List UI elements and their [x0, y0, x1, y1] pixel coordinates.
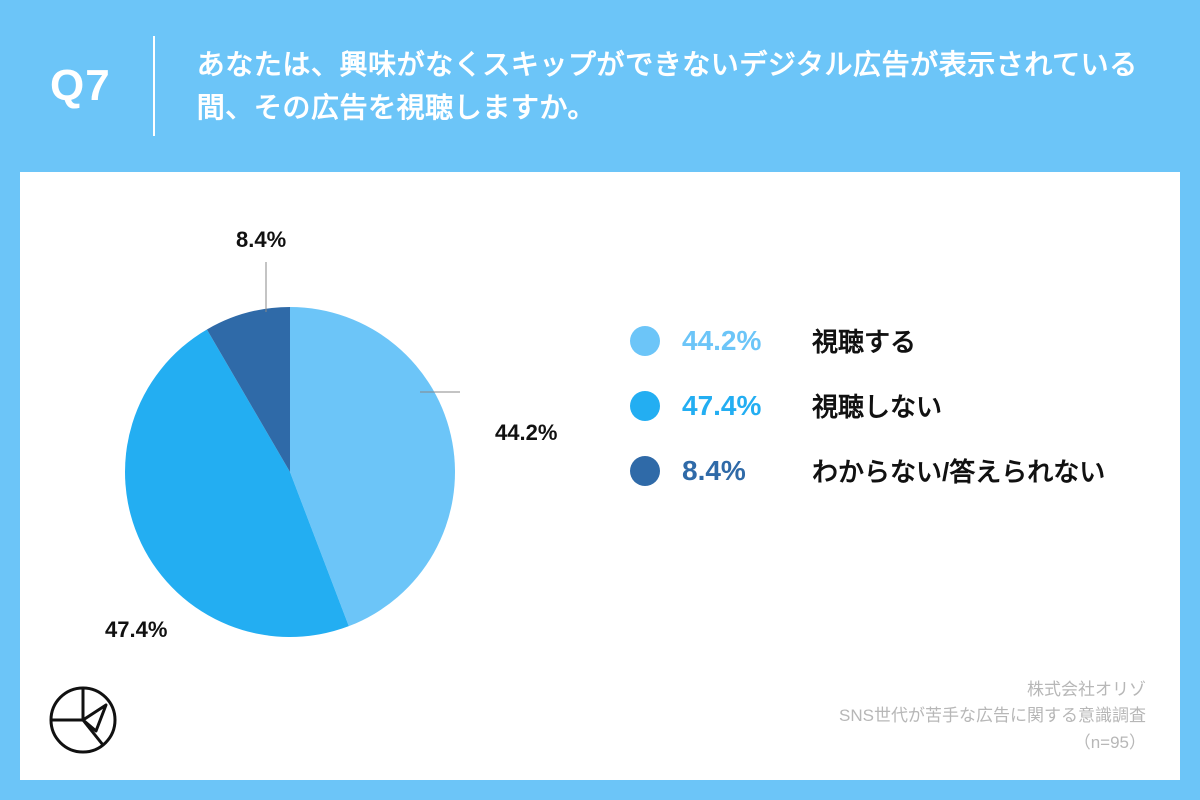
survey-title: SNS世代が苦手な広告に関する意識調査 [839, 703, 1146, 729]
slice-callout-label: 47.4% [105, 617, 167, 642]
slice-callout-label: 8.4% [236, 227, 286, 252]
legend-label: わからない/答えられない [812, 452, 1105, 489]
question-text: あなたは、興味がなくスキップができないデジタル広告が表示されている間、その広告を… [197, 43, 1150, 130]
legend-swatch-icon [630, 456, 660, 486]
legend-percent: 44.2% [682, 325, 812, 357]
legend-swatch-icon [630, 326, 660, 356]
legend-swatch-icon [630, 391, 660, 421]
chart-card: 44.2%47.4%8.4% 44.2%視聴する47.4%視聴しない8.4%わか… [20, 172, 1180, 780]
legend-item: 44.2%視聴する [630, 322, 1105, 359]
credits: 株式会社オリゾ SNS世代が苦手な広告に関する意識調査 （n=95） [839, 677, 1146, 756]
footer: 株式会社オリゾ SNS世代が苦手な広告に関する意識調査 （n=95） [20, 682, 1180, 762]
question-banner: Q7 あなたは、興味がなくスキップができないデジタル広告が表示されている間、その… [0, 0, 1200, 172]
legend-label: 視聴する [812, 322, 916, 359]
slice-callout-label: 44.2% [495, 420, 557, 445]
legend-item: 47.4%視聴しない [630, 387, 1105, 424]
company-logo-icon [48, 685, 118, 760]
legend-percent: 47.4% [682, 390, 812, 422]
legend-percent: 8.4% [682, 455, 812, 487]
question-number: Q7 [50, 36, 155, 136]
legend: 44.2%視聴する47.4%視聴しない8.4%わからない/答えられない [630, 322, 1105, 489]
pie-chart: 44.2%47.4%8.4% [90, 192, 510, 692]
company-name: 株式会社オリゾ [839, 677, 1146, 703]
legend-label: 視聴しない [812, 387, 942, 424]
legend-item: 8.4%わからない/答えられない [630, 452, 1105, 489]
sample-size: （n=95） [839, 730, 1146, 756]
